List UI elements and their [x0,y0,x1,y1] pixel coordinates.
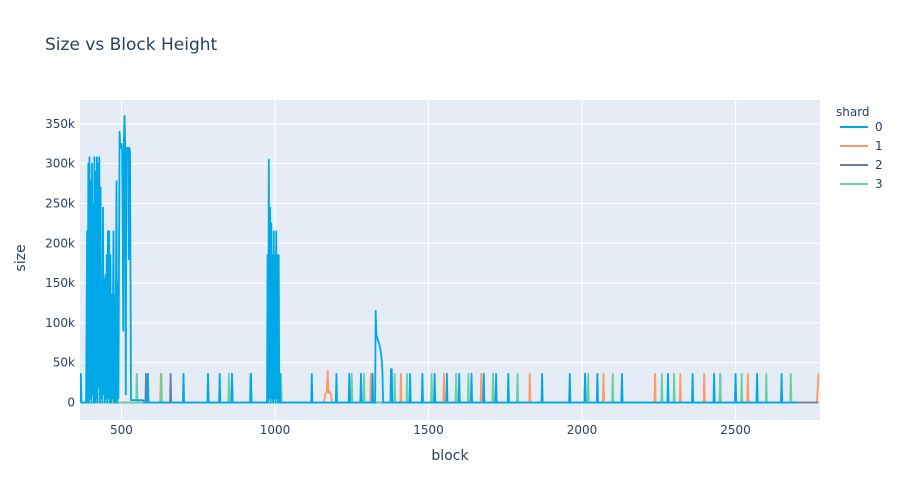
legend-title: shard [836,105,870,119]
y-tick-label: 200k [45,236,75,250]
x-tick-label: 1500 [413,423,444,437]
legend-label: 2 [875,158,883,172]
y-tick-label: 50k [53,356,75,370]
legend[interactable]: shard 0 1 2 3 [836,105,883,191]
x-tick-label: 1000 [260,423,291,437]
x-tick-label: 2500 [720,423,751,437]
y-tick-label: 300k [45,157,75,171]
y-tick-label: 100k [45,316,75,330]
legend-label: 3 [875,177,883,191]
legend-item-1[interactable]: 1 [840,139,883,153]
y-tick-label: 250k [45,196,75,210]
series-layer [80,115,820,404]
x-axis-title: block [431,448,469,464]
y-tick-label: 350k [45,117,75,131]
legend-item-3[interactable]: 3 [840,177,883,191]
x-tick-label: 2000 [567,423,598,437]
y-axis-ticks: 0 50k 100k 150k 200k 250k 300k 350k [45,117,75,410]
legend-label: 1 [875,139,883,153]
legend-item-0[interactable]: 0 [840,120,883,134]
legend-item-2[interactable]: 2 [840,158,883,172]
x-tick-label: 500 [110,423,133,437]
y-axis-title: size [13,244,29,271]
chart-title: Size vs Block Height [45,35,218,55]
y-tick-label: 0 [67,395,75,409]
y-tick-label: 150k [45,276,75,290]
plot-area [80,100,820,420]
series-line-0 [80,115,798,404]
x-axis-ticks: 500 1000 1500 2000 2500 [110,423,751,437]
legend-label: 0 [875,120,883,134]
